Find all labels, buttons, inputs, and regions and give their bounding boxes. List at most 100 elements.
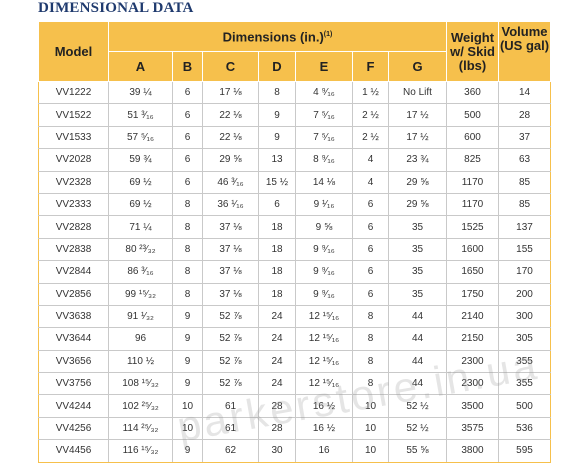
cell: 17 ½	[388, 103, 447, 127]
table-row: VV4256 114 ²⁵⁄₃₂ 10 61 28 16 ½ 10 52 ½ 3575 536	[38, 416, 551, 441]
cell: 18	[258, 237, 296, 262]
cell: 300	[498, 304, 551, 329]
cell: 10	[352, 394, 389, 418]
cell: 12 ¹⁵⁄₁₆	[295, 304, 353, 329]
cell: 69 ½	[108, 170, 173, 194]
cell: 1170	[446, 192, 499, 217]
cell: 22 ⅛	[202, 103, 259, 127]
cell: 30	[258, 439, 296, 463]
cell: 3800	[446, 439, 499, 463]
cell: 500	[446, 103, 499, 127]
cell: 6	[352, 192, 389, 217]
cell: 9	[172, 439, 203, 463]
cell: 1170	[446, 170, 499, 194]
column-header: A	[108, 51, 173, 82]
cell: 8	[172, 282, 203, 306]
cell: 110 ½	[108, 349, 173, 374]
column-header: D	[258, 51, 296, 82]
cell: 6	[352, 260, 389, 284]
table-row: VV2328 69 ½ 6 46 ³⁄₁₆ 15 ½ 14 ⅛ 4 29 ⅝ 1170 85	[38, 170, 551, 194]
cell: 52 ⅞	[202, 327, 259, 351]
cell: 10	[352, 439, 389, 463]
model-cell: VV4256	[38, 416, 109, 441]
cell: 9	[172, 304, 203, 329]
cell: 2300	[446, 349, 499, 374]
header-line: Volume	[501, 24, 548, 39]
cell: 8	[172, 192, 203, 217]
model-cell: VV2333	[38, 192, 109, 217]
cell: 12 ¹⁵⁄₁₆	[295, 372, 353, 396]
cell: 6	[172, 148, 203, 172]
cell: 6	[172, 125, 203, 150]
cell: 3575	[446, 416, 499, 441]
cell: 62	[202, 439, 259, 463]
cell: 14	[498, 80, 551, 105]
cell: 37 ⅛	[202, 215, 259, 239]
cell: 44	[388, 372, 447, 396]
cell: 14 ⅛	[295, 170, 353, 194]
model-cell: VV4244	[38, 394, 109, 418]
cell: 9 ⁹⁄₁₆	[295, 260, 353, 284]
cell: 69 ½	[108, 192, 173, 217]
header-line: (US gal)	[499, 38, 550, 53]
cell: 155	[498, 237, 551, 262]
cell: 825	[446, 148, 499, 172]
table-row: VV3756 108 ¹⁵⁄₃₂ 9 52 ⅞ 24 12 ¹⁵⁄₁₆ 8 44 2300 355	[38, 372, 551, 396]
cell: 16 ½	[295, 416, 353, 441]
cell: 80 ²³⁄₃₂	[108, 237, 173, 262]
cell: 9	[172, 327, 203, 351]
model-cell: VV1222	[38, 80, 109, 105]
table-row: VV2838 80 ²³⁄₃₂ 8 37 ⅛ 18 9 ⁹⁄₁₆ 6 35 1600 155	[38, 237, 551, 262]
cell: 96	[108, 327, 173, 351]
cell: 6	[352, 215, 389, 239]
cell: 1525	[446, 215, 499, 239]
cell: 4	[352, 170, 389, 194]
cell: 116 ¹⁵⁄₃₂	[108, 439, 173, 463]
table-row: VV2828 71 ¼ 8 37 ⅛ 18 9 ⅝ 6 35 1525 137	[38, 215, 551, 239]
model-cell: VV4456	[38, 439, 109, 463]
cell: 360	[446, 80, 499, 105]
cell: 24	[258, 372, 296, 396]
cell: 35	[388, 260, 447, 284]
table-row: VV3644 96 9 52 ⅞ 24 12 ¹⁵⁄₁₆ 8 44 2150 305	[38, 327, 551, 351]
cell: 1650	[446, 260, 499, 284]
cell: 35	[388, 282, 447, 306]
cell: 39 ¼	[108, 80, 173, 105]
cell: 2300	[446, 372, 499, 396]
cell: 9 ⅝	[295, 215, 353, 239]
cell: 59 ¾	[108, 148, 173, 172]
cell: 10	[172, 394, 203, 418]
cell: 8	[352, 349, 389, 374]
cell: 10	[352, 416, 389, 441]
table-row: VV4244 102 ²⁵⁄₃₂ 10 61 28 16 ½ 10 52 ½ 3500 500	[38, 394, 551, 418]
column-header: F	[352, 51, 389, 82]
cell: 52 ⅞	[202, 304, 259, 329]
cell: 12 ¹⁵⁄₁₆	[295, 349, 353, 374]
cell: 4	[352, 148, 389, 172]
dimensions-label: Dimensions (in.)	[222, 29, 324, 45]
header-line: w/ Skid	[450, 43, 495, 59]
model-cell: VV3644	[38, 327, 109, 351]
cell: 6	[172, 80, 203, 105]
cell: 2 ½	[352, 103, 389, 127]
table-row: VV2856 99 ¹⁵⁄₃₂ 8 37 ⅛ 18 9 ⁹⁄₁₆ 6 35 1750 200	[38, 282, 551, 306]
cell: 24	[258, 349, 296, 374]
cell: 37	[498, 125, 551, 150]
cell: 85	[498, 170, 551, 194]
cell: 35	[388, 237, 447, 262]
cell: 23 ¾	[388, 148, 447, 172]
cell: 71 ¼	[108, 215, 173, 239]
cell: 13	[258, 148, 296, 172]
cell: 108 ¹⁵⁄₃₂	[108, 372, 173, 396]
weight-header: Weight w/ Skid (lbs)	[446, 21, 499, 82]
cell: 52 ⅞	[202, 372, 259, 396]
cell: 9	[172, 349, 203, 374]
cell: 24	[258, 304, 296, 329]
cell: 61	[202, 394, 259, 418]
cell: 12 ¹⁵⁄₁₆	[295, 327, 353, 351]
cell: 28	[258, 394, 296, 418]
volume-header: Volume (US gal)	[498, 21, 551, 82]
